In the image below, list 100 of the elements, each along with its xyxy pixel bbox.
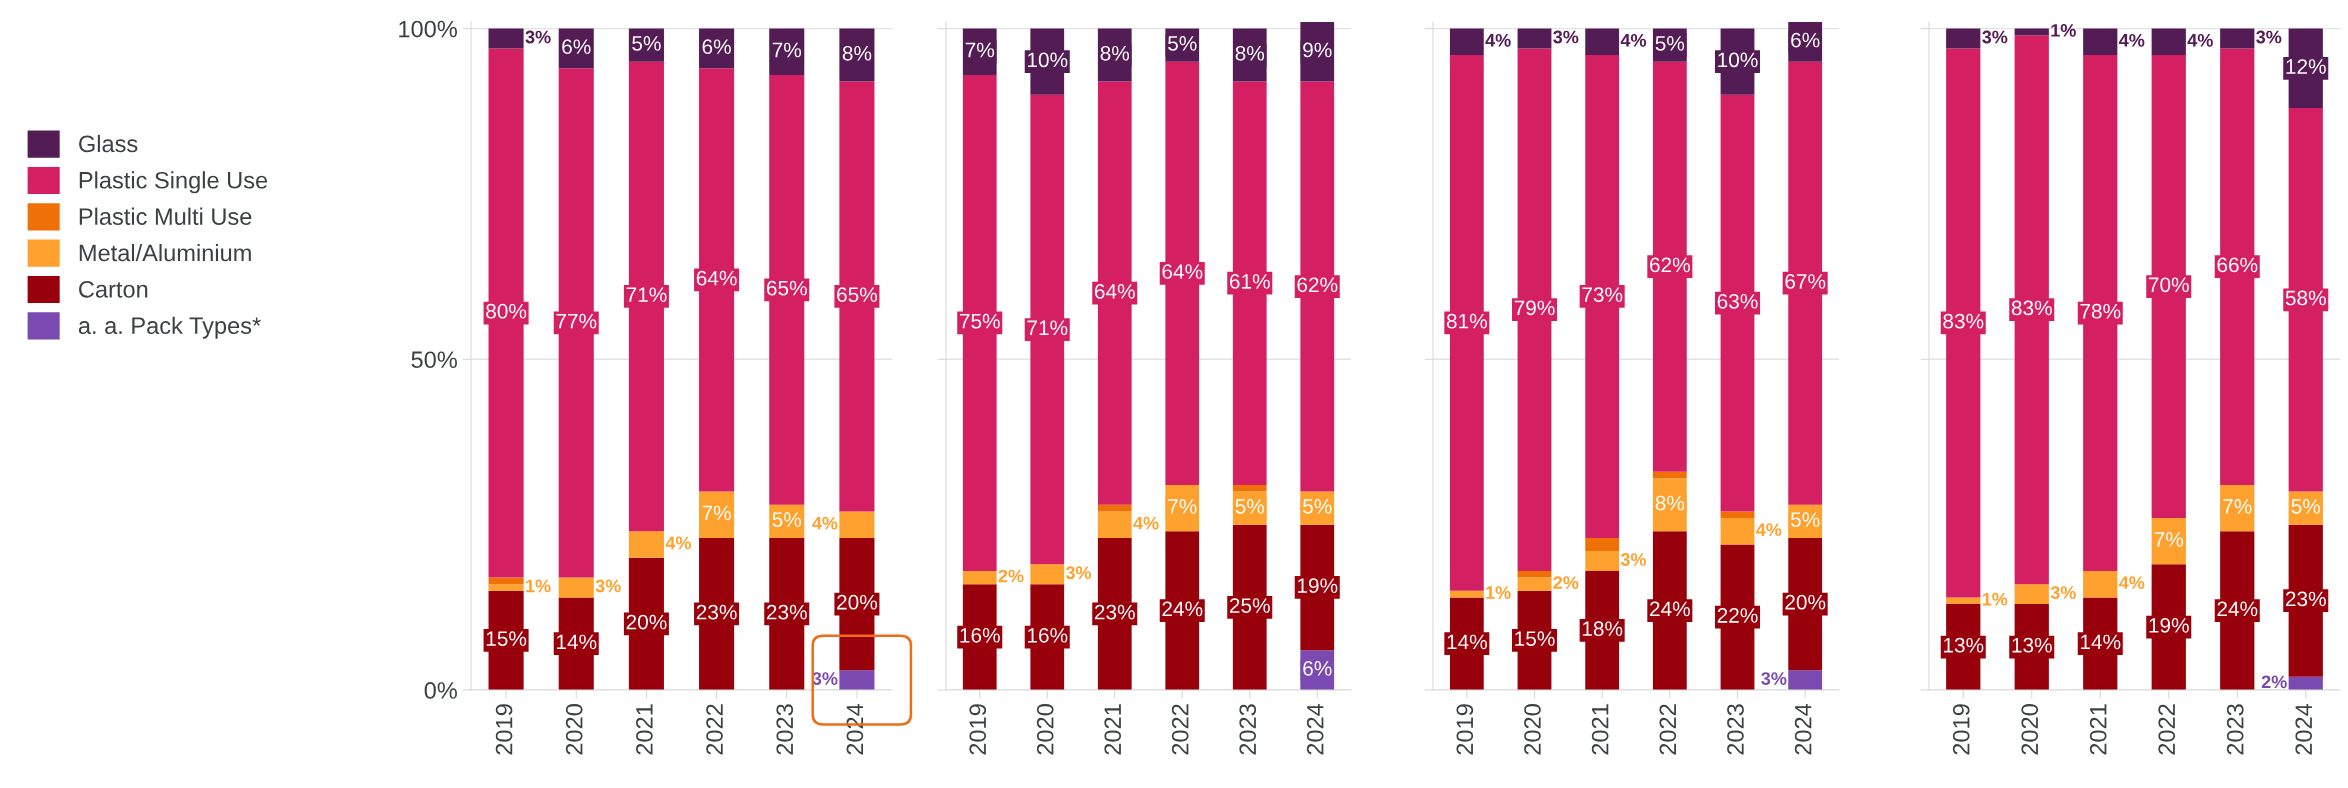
data-label: 10% <box>1718 52 1758 68</box>
data-label: 7% <box>965 42 995 58</box>
data-label: 18% <box>1582 621 1623 637</box>
legend-label: a. a. Pack Types* <box>78 316 261 339</box>
legend-label: Plastic Single Use <box>79 171 268 194</box>
x-tick-label: 2020 <box>2021 704 2039 755</box>
data-label: 1% <box>1982 592 2008 606</box>
x-tick-label: 2024 <box>1794 703 1812 755</box>
data-label: 25% <box>1229 598 1270 613</box>
data-label: 24% <box>1650 601 1690 617</box>
legend-label: Metal/Aluminium <box>79 243 251 262</box>
x-tick-label: 2019 <box>495 704 513 755</box>
data-label: 6% <box>562 39 591 55</box>
data-label: 78% <box>2080 303 2121 319</box>
data-label: 15% <box>486 631 527 646</box>
data-label: 4% <box>1620 33 1647 47</box>
data-label: 83% <box>1943 313 1984 329</box>
data-label: 5% <box>1235 499 1265 514</box>
y-tick-label: 100% <box>399 20 457 38</box>
data-label: 71% <box>626 287 667 302</box>
data-label: 6% <box>1303 661 1332 676</box>
y-tick-label: 0% <box>424 682 457 699</box>
data-label: 4% <box>2119 576 2145 589</box>
data-label: 24% <box>1162 601 1203 617</box>
data-label: 3% <box>525 30 551 44</box>
data-label: 23% <box>766 604 807 620</box>
data-label: 63% <box>1717 293 1758 309</box>
legend-label: Carton <box>79 280 148 298</box>
data-label: 1% <box>2051 24 2076 37</box>
data-label: 22% <box>1717 608 1758 623</box>
data-label: 23% <box>2285 591 2326 607</box>
data-label: 4% <box>812 516 838 530</box>
data-label: 10% <box>1027 52 1068 68</box>
data-label: 19% <box>1297 578 1338 594</box>
data-label: 3% <box>2256 30 2282 44</box>
data-label: 3% <box>1553 30 1579 44</box>
data-label: 77% <box>556 313 597 329</box>
x-tick-label: 2024 <box>846 703 864 755</box>
x-tick-label: 2019 <box>1456 704 1474 755</box>
data-label: 3% <box>1620 553 1647 566</box>
data-label: 8% <box>1100 45 1130 61</box>
x-tick-label: 2022 <box>1659 704 1677 755</box>
data-label: 6% <box>1791 32 1820 48</box>
data-label: 15% <box>1515 631 1555 646</box>
x-tick-label: 2022 <box>2158 704 2176 755</box>
data-label: 2% <box>2261 675 2287 689</box>
data-label: 13% <box>2012 637 2052 653</box>
x-tick-label: 2021 <box>1104 704 1122 755</box>
x-tick-label: 2023 <box>2226 704 2244 755</box>
data-label: 20% <box>1785 594 1826 610</box>
data-label: 62% <box>1650 257 1690 273</box>
data-label: 3% <box>2050 586 2076 599</box>
data-label: 2% <box>998 569 1024 583</box>
data-label: 73% <box>1582 287 1623 303</box>
data-label: 7% <box>2154 532 2184 547</box>
data-label: 23% <box>1094 604 1135 620</box>
data-label: 12% <box>2286 59 2326 74</box>
x-tick-label: 2022 <box>1171 704 1189 755</box>
data-label: 20% <box>626 614 667 630</box>
data-label: 7% <box>1168 499 1197 514</box>
x-tick-label: 2023 <box>1727 704 1744 755</box>
data-label: 14% <box>2080 634 2121 650</box>
data-label: 5% <box>1303 499 1332 514</box>
x-tick-label: 2020 <box>565 704 583 755</box>
data-label: 8% <box>842 45 872 61</box>
data-label: 67% <box>1785 274 1826 289</box>
x-tick-label: 2024 <box>1306 703 1324 755</box>
data-label: 4% <box>2119 33 2145 47</box>
data-label: 3% <box>1761 672 1787 685</box>
data-label: 9% <box>1303 42 1332 58</box>
data-label: 5% <box>1655 36 1685 51</box>
data-label: 79% <box>1514 300 1555 316</box>
data-label: 6% <box>702 39 731 55</box>
data-label: 5% <box>1790 512 1820 527</box>
data-label: 16% <box>960 627 1000 643</box>
data-label: 1% <box>526 579 551 593</box>
data-label: 5% <box>632 36 661 51</box>
data-label: 7% <box>2223 499 2252 514</box>
data-label: 13% <box>1943 637 1984 653</box>
data-label: 5% <box>772 512 802 527</box>
data-label: 62% <box>1297 277 1338 293</box>
data-label: 5% <box>1168 36 1197 51</box>
data-label: 71% <box>1027 320 1068 336</box>
data-label: 8% <box>1655 495 1685 511</box>
data-label: 14% <box>556 634 597 650</box>
data-label: 5% <box>2291 499 2321 514</box>
data-label: 3% <box>1982 30 2008 44</box>
data-label: 4% <box>665 536 691 550</box>
data-label: 83% <box>2011 300 2052 316</box>
y-tick-label: 50% <box>411 351 457 369</box>
data-label: 64% <box>696 270 737 286</box>
x-tick-label: 2019 <box>1952 704 1970 755</box>
data-label: 64% <box>1094 284 1135 299</box>
x-tick-label: 2021 <box>636 704 653 755</box>
data-label: 19% <box>2149 618 2189 633</box>
data-label: 75% <box>959 313 1000 329</box>
data-label: 4% <box>1485 33 1511 47</box>
data-label: 4% <box>1133 516 1159 530</box>
data-label: 81% <box>1446 313 1487 329</box>
data-label: 3% <box>595 579 621 593</box>
